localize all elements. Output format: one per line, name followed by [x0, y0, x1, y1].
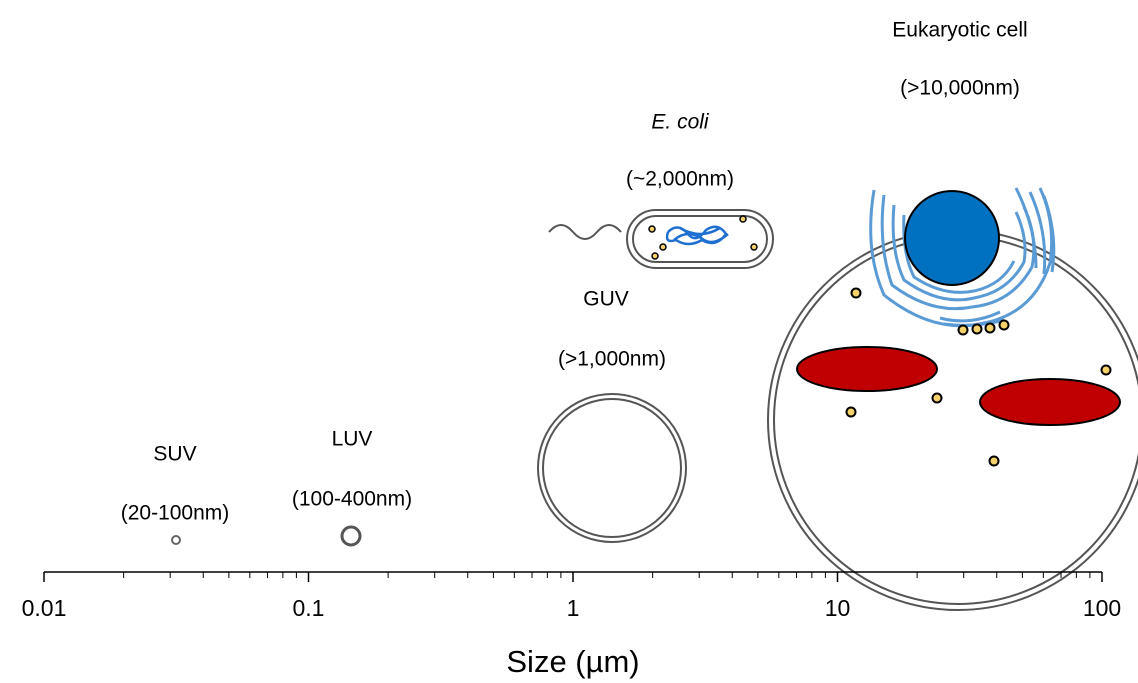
item-size: (20-100nm) — [121, 502, 230, 525]
item-size: (>10,000nm) — [900, 77, 1020, 100]
item-name: LUV — [332, 428, 373, 451]
item-size: (100-400nm) — [292, 488, 412, 511]
item-name: SUV — [153, 443, 196, 466]
luv — [342, 527, 360, 545]
tick-label: 0.01 — [22, 595, 67, 621]
guv — [538, 394, 686, 542]
e-coli — [549, 210, 773, 268]
tick-label: 100 — [1083, 595, 1121, 621]
axis-title: Size (µm) — [506, 644, 639, 679]
item-size: (>1,000nm) — [558, 348, 666, 371]
diagram: SUV (20-100nm) LUV (100-400nm) GUV (>1,0… — [0, 0, 1138, 683]
tick-label: 10 — [825, 595, 851, 621]
tick-label: 1 — [567, 595, 580, 621]
eukaryotic-cell — [768, 188, 1138, 610]
item-size: (~2,000nm) — [626, 168, 734, 191]
item-name: E. coli — [651, 111, 710, 134]
suv — [172, 536, 180, 544]
item-name: Eukaryotic cell — [892, 19, 1027, 42]
item-name: GUV — [583, 288, 629, 311]
tick-label: 0.1 — [293, 595, 325, 621]
